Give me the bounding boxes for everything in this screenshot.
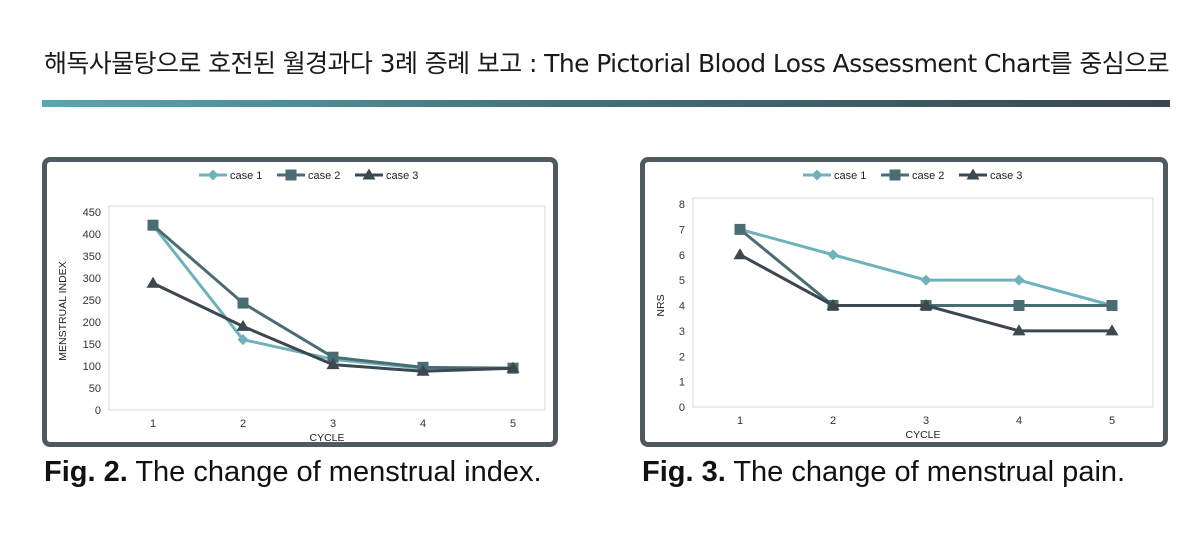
plot-area	[108, 205, 546, 411]
y-tick-label: 2	[679, 351, 685, 363]
data-point-case-3	[919, 299, 933, 310]
series-line-case-2	[152, 224, 514, 370]
legend-marker-case-3	[966, 168, 980, 180]
figure-2-label: Fig. 2.	[44, 456, 128, 488]
chart-svg-menstrual-pain: 0 1 2 3 4 5 6 7 8 1 2 3 4 5 CYCLE NRS case 1 case 2 case 3	[655, 168, 1154, 441]
y-tick-label: 100	[83, 361, 101, 373]
x-tick-label: 3	[330, 418, 336, 430]
x-axis-title: CYCLE	[309, 432, 344, 442]
x-axis-title: CYCLE	[905, 429, 940, 441]
page-title: 해독사물탕으로 호전된 월경과다 3례 증례 보고 : The Pictoria…	[44, 49, 1170, 78]
y-axis-title: MENSTRUAL INDEX	[57, 261, 69, 360]
data-point-case-1	[920, 274, 932, 286]
series-line-case-1	[739, 227, 1113, 307]
data-point-case-2	[1013, 300, 1025, 311]
legend-label-case-3: case 3	[386, 170, 418, 182]
x-tick-label: 2	[830, 415, 836, 427]
y-tick-label: 250	[83, 295, 101, 307]
data-point-case-1	[237, 334, 249, 346]
legend-marker-case-1	[207, 169, 219, 181]
y-tick-label: 1	[679, 377, 685, 389]
data-point-case-3	[146, 276, 160, 288]
data-point-case-1	[1013, 274, 1025, 286]
series-line-case-1	[151, 224, 513, 370]
plot-area	[692, 197, 1154, 408]
data-point-case-2	[237, 297, 249, 309]
legend-marker-case-2	[285, 169, 297, 181]
y-tick-label: 450	[83, 207, 101, 219]
y-tick-label: 300	[83, 273, 101, 285]
x-tick-label: 3	[923, 415, 929, 427]
chart-menstrual-pain: 0 1 2 3 4 5 6 7 8 1 2 3 4 5 CYCLE NRS case 1 case 2 case 3	[640, 157, 1168, 447]
y-tick-label: 400	[83, 229, 101, 241]
y-tick-label: 4	[679, 301, 685, 313]
x-tick-label: 1	[737, 415, 743, 427]
figure-3-caption: Fig. 3. The change of menstrual pain.	[642, 456, 1125, 489]
y-tick-label: 7	[679, 224, 685, 236]
legend-label-case-3: case 3	[990, 170, 1022, 182]
x-tick-label: 4	[420, 418, 426, 430]
data-point-case-3	[1012, 324, 1026, 336]
x-tick-label: 5	[510, 418, 516, 430]
figure-3-label: Fig. 3.	[642, 456, 726, 488]
figure-3-text: The change of menstrual pain.	[725, 456, 1126, 488]
figure-2-caption: Fig. 2. The change of menstrual index.	[44, 456, 542, 489]
y-tick-label: 8	[679, 199, 685, 211]
y-tick-label: 3	[679, 326, 685, 338]
figure-2-text: The change of menstrual index.	[127, 456, 542, 488]
chart-svg-menstrual-index: 0 50 100 150 200 250 300 350 400 450 1 2 3 4 5 CYCLE MEN…	[57, 168, 546, 442]
legend-marker-case-3	[362, 168, 376, 180]
y-tick-label: 0	[95, 405, 101, 417]
y-tick-label: 150	[83, 339, 101, 351]
x-tick-label: 4	[1016, 415, 1022, 427]
legend-marker-case-2	[889, 169, 901, 181]
y-tick-label: 50	[89, 383, 101, 395]
x-tick-label: 1	[150, 418, 156, 430]
data-point-case-3	[1105, 324, 1119, 336]
chart-menstrual-index: 0 50 100 150 200 250 300 350 400 450 1 2 3 4 5 CYCLE MEN…	[42, 157, 558, 447]
data-point-case-2	[734, 223, 746, 235]
data-point-case-3	[236, 319, 250, 331]
legend-label-case-1: case 1	[834, 170, 866, 182]
data-point-case-3	[733, 248, 747, 260]
data-point-case-2	[147, 219, 159, 231]
y-tick-label: 200	[83, 317, 101, 329]
data-point-case-3	[506, 361, 520, 373]
series-line-case-2	[739, 228, 1112, 307]
y-tick-label: 5	[679, 275, 685, 287]
data-point-case-3	[326, 358, 340, 370]
x-tick-label: 5	[1109, 415, 1115, 427]
legend-label-case-2: case 2	[308, 170, 340, 182]
data-point-case-3	[826, 299, 840, 310]
title-divider	[42, 100, 1170, 107]
data-point-case-2	[1106, 300, 1118, 311]
y-tick-label: 6	[679, 250, 685, 262]
legend-marker-case-1	[811, 169, 823, 181]
x-tick-label: 2	[240, 418, 246, 430]
data-point-case-3	[416, 364, 430, 376]
data-point-case-1	[827, 249, 839, 261]
legend-label-case-1: case 1	[230, 170, 262, 182]
series-line-case-3	[739, 253, 1112, 333]
y-tick-label: 0	[679, 402, 685, 414]
data-point-case-2	[327, 351, 339, 363]
y-tick-label: 350	[83, 251, 101, 263]
legend-label-case-2: case 2	[912, 170, 944, 182]
y-axis-title: NRS	[655, 294, 667, 316]
